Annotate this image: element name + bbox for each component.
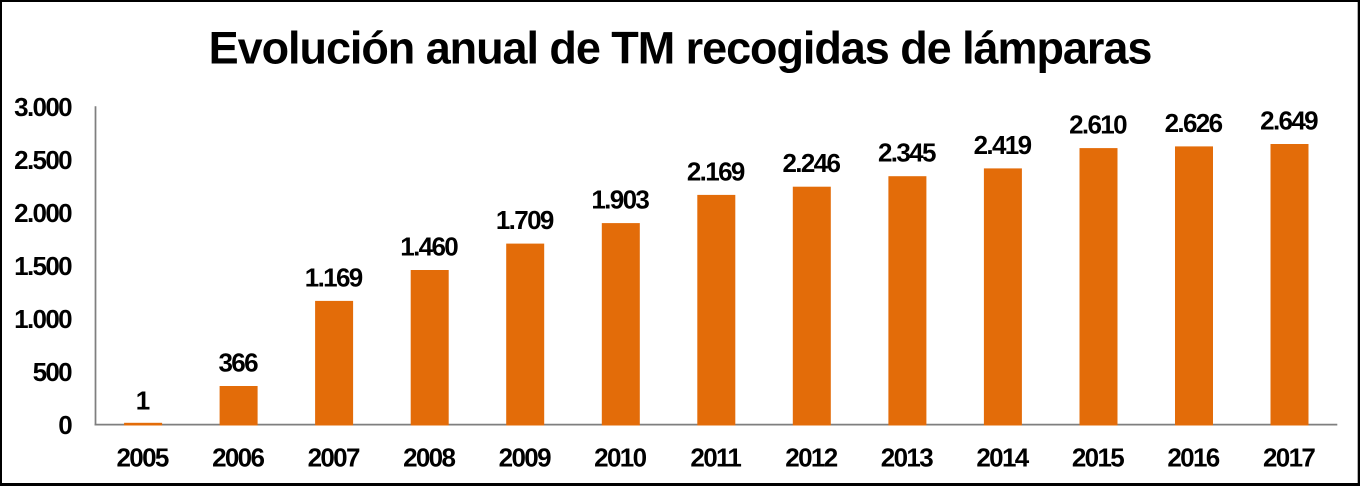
svg-text:2.610: 2.610 [1069, 110, 1127, 140]
svg-text:Evolución anual de TM recogida: Evolución anual de TM recogidas de lámpa… [209, 23, 1152, 74]
svg-text:2017: 2017 [1263, 443, 1315, 473]
svg-text:2.419: 2.419 [974, 130, 1032, 160]
svg-text:2.246: 2.246 [782, 148, 840, 178]
svg-text:3.000: 3.000 [14, 92, 72, 122]
svg-text:1.000: 1.000 [14, 304, 72, 334]
svg-text:2008: 2008 [403, 443, 455, 473]
svg-text:2006: 2006 [212, 443, 264, 473]
svg-text:0: 0 [58, 410, 72, 440]
svg-text:1.169: 1.169 [305, 262, 363, 292]
svg-text:2005: 2005 [116, 443, 168, 473]
svg-text:2012: 2012 [785, 443, 837, 473]
svg-text:1: 1 [136, 386, 150, 416]
svg-text:2015: 2015 [1072, 443, 1124, 473]
svg-text:2.000: 2.000 [14, 198, 72, 228]
svg-text:1.460: 1.460 [400, 232, 458, 262]
svg-text:2016: 2016 [1167, 443, 1219, 473]
svg-text:2013: 2013 [881, 443, 933, 473]
svg-text:1.709: 1.709 [496, 205, 554, 235]
svg-text:1.500: 1.500 [14, 251, 72, 281]
svg-text:2009: 2009 [499, 443, 551, 473]
svg-text:2011: 2011 [690, 443, 741, 473]
svg-text:2007: 2007 [308, 443, 360, 473]
svg-text:500: 500 [33, 357, 73, 387]
svg-text:2.626: 2.626 [1165, 108, 1223, 138]
svg-text:2.500: 2.500 [14, 145, 72, 175]
svg-text:2.345: 2.345 [878, 138, 936, 168]
svg-text:2.169: 2.169 [687, 156, 745, 186]
svg-text:2.649: 2.649 [1260, 106, 1318, 136]
svg-text:1.903: 1.903 [591, 185, 649, 215]
svg-text:2010: 2010 [594, 443, 646, 473]
svg-text:366: 366 [218, 348, 258, 378]
svg-text:2014: 2014 [976, 443, 1029, 473]
